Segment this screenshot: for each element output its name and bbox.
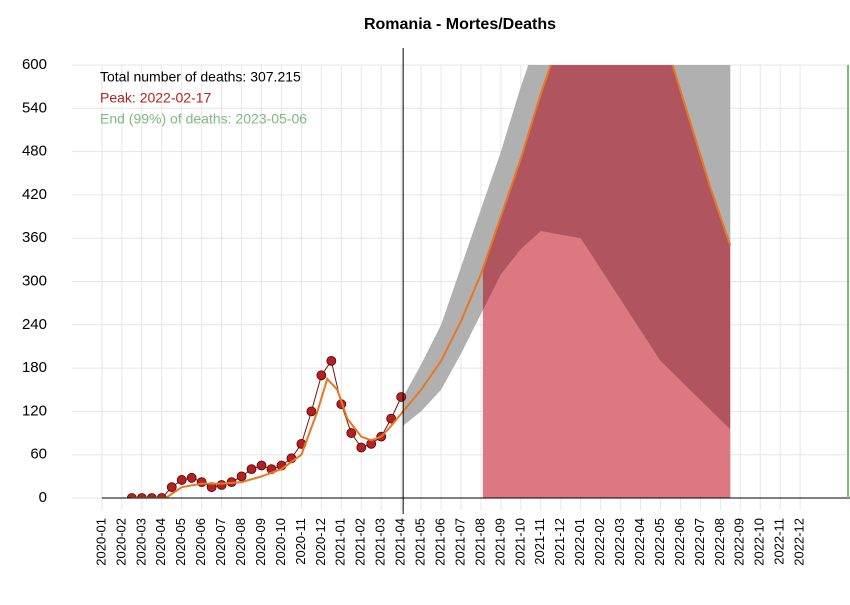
observed-point — [176, 475, 187, 485]
x-tick-label: 2020-10 — [273, 518, 288, 566]
x-tick-label: 2022-11 — [772, 518, 787, 565]
observed-point — [306, 406, 317, 417]
y-tick-label: 60 — [30, 446, 47, 463]
observed-point — [196, 477, 207, 488]
x-tick-label: 2022-04 — [632, 518, 647, 566]
x-tick-label: 2021-09 — [492, 518, 507, 566]
x-tick-label: 2021-05 — [413, 518, 428, 566]
x-tick-label: 2020-07 — [213, 518, 228, 566]
x-tick-label: 2022-02 — [592, 518, 607, 566]
shaded-range — [482, 65, 731, 498]
y-tick-label: 0 — [39, 489, 47, 506]
observed-point — [386, 413, 397, 424]
x-tick-label: 2022-05 — [652, 518, 667, 566]
y-tick-label: 180 — [22, 359, 47, 376]
x-tick-label: 2021-02 — [353, 518, 368, 566]
observed-point — [126, 493, 137, 498]
x-tick-label: 2022-01 — [572, 518, 587, 566]
y-tick-label: 480 — [22, 143, 47, 160]
observed-point — [356, 442, 367, 453]
x-tick-label: 2021-01 — [333, 518, 348, 566]
x-tick-label: 2020-02 — [113, 518, 128, 566]
observed-point — [396, 392, 407, 402]
x-tick-label: 2021-03 — [373, 518, 388, 566]
y-tick-label: 120 — [22, 402, 47, 419]
y-tick-label: 540 — [22, 99, 47, 116]
x-tick-label: 2020-01 — [93, 518, 108, 566]
observed-point — [216, 480, 227, 490]
x-tick-label: 2022-10 — [752, 518, 767, 566]
x-tick-label: 2021-06 — [432, 518, 447, 566]
x-tick-label: 2021-11 — [532, 518, 547, 565]
x-tick-label: 2020-06 — [193, 518, 208, 566]
x-tick-label: 2020-11 — [293, 518, 308, 565]
observed-point — [326, 355, 337, 366]
chart-title: Romania - Mortes/Deaths — [364, 16, 556, 33]
observed-point — [136, 493, 147, 498]
x-tick-label: 2022-03 — [612, 518, 627, 566]
x-tick-label: 2022-06 — [672, 518, 687, 566]
observed-point — [236, 471, 247, 482]
fitted-line — [131, 65, 732, 498]
x-tick-label: 2021-07 — [452, 518, 467, 566]
x-tick-label: 2020-04 — [153, 518, 168, 566]
observed-point — [186, 472, 197, 483]
x-tick-label: 2020-12 — [313, 518, 328, 566]
observed-line — [131, 359, 402, 498]
x-tick-label: 2020-09 — [253, 518, 268, 566]
observed-point — [156, 493, 167, 498]
observed-point — [316, 370, 327, 381]
y-tick-label: 240 — [22, 316, 47, 333]
x-tick-label: 2022-12 — [792, 518, 807, 566]
plot-area — [126, 65, 732, 498]
observed-point — [346, 428, 357, 438]
x-tick-label: 2021-08 — [472, 518, 487, 566]
x-tick-label: 2021-04 — [393, 518, 408, 566]
y-tick-label: 360 — [22, 229, 47, 246]
y-tick-label: 600 — [22, 56, 47, 73]
annotation: Peak: 2022-02-17 — [100, 90, 212, 106]
shaded-lower — [482, 231, 731, 498]
x-tick-label: 2022-08 — [712, 518, 727, 566]
x-tick-label: 2022-07 — [692, 518, 707, 566]
annotation: End (99%) of deaths: 2023-05-06 — [100, 111, 307, 127]
x-tick-label: 2021-10 — [512, 518, 527, 566]
x-tick-label: 2020-08 — [233, 518, 248, 566]
x-tick-label: 2020-03 — [133, 518, 148, 566]
annotation: Total number of deaths: 307.215 — [100, 69, 301, 85]
observed-point — [146, 493, 157, 498]
x-tick-label: 2022-09 — [732, 518, 747, 566]
y-tick-label: 300 — [22, 272, 47, 289]
y-tick-label: 420 — [22, 186, 47, 203]
observed-point — [246, 464, 257, 475]
x-tick-label: 2021-12 — [552, 518, 567, 566]
observed-point — [256, 460, 267, 471]
observed-point — [166, 482, 177, 493]
x-tick-label: 2020-05 — [173, 518, 188, 566]
